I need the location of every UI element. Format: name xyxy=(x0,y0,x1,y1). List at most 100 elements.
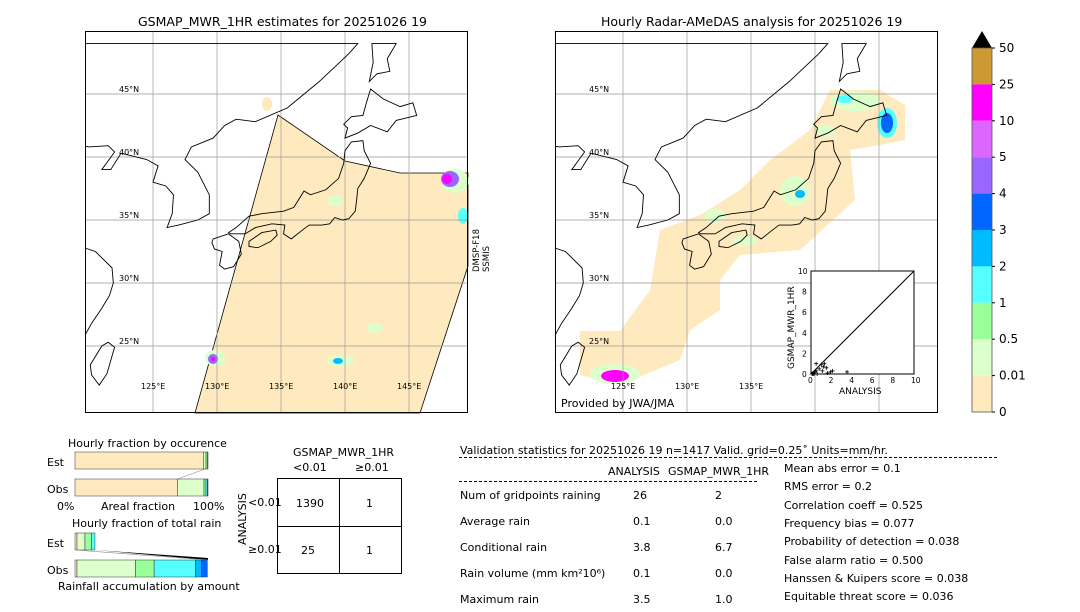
score-line: RMS error = 0.2 xyxy=(784,480,872,494)
colorbar-segment xyxy=(972,375,992,412)
col-header-lt: <0.01 xyxy=(293,461,327,474)
occurrence-obs-segment xyxy=(74,478,178,497)
rain-area xyxy=(333,358,343,364)
occurrence-obs-segment xyxy=(207,478,209,497)
colorbar-label: 10 xyxy=(999,114,1014,128)
lon-label: 125°E xyxy=(141,382,165,391)
lat-label: 25°N xyxy=(119,337,139,346)
lat-label: 35°N xyxy=(589,211,609,220)
rain-est-label: Est xyxy=(47,537,64,550)
score-line: Equitable threat score = 0.036 xyxy=(784,590,954,604)
occurrence-est-segment xyxy=(207,451,209,470)
colorbar-label: 5 xyxy=(999,150,1007,164)
rainfrac-title: Hourly fraction of total rain xyxy=(72,517,222,530)
score-line: Mean abs error = 0.1 xyxy=(784,462,901,475)
lat-label: 25°N xyxy=(589,337,609,346)
stats-row-label: Average rain xyxy=(460,515,530,528)
coastline-china xyxy=(555,247,584,337)
sensor-name: SSMIS xyxy=(482,245,492,272)
data-credit: Provided by JWA/JMA xyxy=(561,397,675,410)
data-point xyxy=(817,366,822,371)
rain-area xyxy=(458,208,468,224)
colorbar-label: 0 xyxy=(999,405,1007,419)
lon-label: 130°E xyxy=(205,382,229,391)
coastline-taiwan xyxy=(559,341,586,386)
colorbar-segment xyxy=(972,193,992,230)
x-axis-label: ANALYSIS xyxy=(839,387,882,397)
occ-tick-100: 100% xyxy=(193,500,225,513)
rainfrac-est-segment xyxy=(74,532,78,551)
stats-col-gsmap: GSMAP_MWR_1HR xyxy=(668,465,770,478)
rainfrac-obs-segment xyxy=(195,559,202,578)
data-point xyxy=(822,361,827,366)
cell-ge-ge: 1 xyxy=(366,544,373,557)
satellite-label: DMSP-F18 SSMIS xyxy=(472,229,492,272)
colorbar-segment xyxy=(972,266,992,303)
colorbar-segment xyxy=(972,48,992,85)
rain-area xyxy=(780,176,810,206)
connector xyxy=(94,550,208,560)
stats-row-label: Conditional rain xyxy=(460,541,548,554)
coastline-kyushu xyxy=(681,233,712,270)
colorbar-extend-arrow xyxy=(972,31,992,48)
right-map-title: Hourly Radar-AMeDAS analysis for 2025102… xyxy=(601,14,903,29)
data-point xyxy=(821,364,826,369)
stats-row-label: Rain volume (mm km²10⁶) xyxy=(460,567,606,580)
coastline-hokkaido xyxy=(343,88,418,139)
coastline-korea xyxy=(85,43,359,229)
rain-area xyxy=(815,125,835,137)
x-tick-label: 0 xyxy=(808,376,813,385)
occurrence-est-segment xyxy=(74,451,204,470)
score-line: False alarm ratio = 0.500 xyxy=(784,553,924,567)
rain-area xyxy=(367,323,383,333)
stats-row-label: Maximum rain xyxy=(460,593,539,606)
map-frame xyxy=(555,31,938,413)
lat-label: 35°N xyxy=(119,211,139,220)
colorbar-segment xyxy=(972,230,992,267)
coastline-china xyxy=(85,247,114,337)
y-tick-label: 0 xyxy=(802,370,807,379)
rainfrac-obs-segment xyxy=(153,559,196,578)
lon-label: 135°E xyxy=(739,382,763,391)
stats-gsmap-value: 2 xyxy=(715,489,722,502)
colorbar-segment xyxy=(972,339,992,376)
data-point xyxy=(815,372,820,376)
rain-area xyxy=(327,196,343,206)
col-header-ge: ≥0.01 xyxy=(355,461,389,474)
occ-tick-0: 0% xyxy=(57,500,75,513)
data-point xyxy=(811,372,816,376)
scatter-plot: 00 2 2 4 4 6 6 8 8 10 10 ANALYSIS GSMAP_MWR_1HR xyxy=(787,267,921,397)
colorbar-segment xyxy=(972,84,992,121)
occurrence-obs-segment xyxy=(177,478,205,497)
row-header-ge: ≥0.01 xyxy=(248,543,282,556)
rainfrac-obs-segment xyxy=(74,559,78,578)
cell-ge-lt: 25 xyxy=(301,544,315,557)
lat-label: 30°N xyxy=(119,274,139,283)
rain-area xyxy=(705,209,725,223)
rain-area xyxy=(837,95,853,103)
coastline-hokkaido xyxy=(813,88,888,139)
stats-analysis-value: 3.5 xyxy=(633,593,651,606)
x-tick-label: 10 xyxy=(911,376,921,385)
stats-gsmap-value: 1.0 xyxy=(715,593,733,606)
data-point xyxy=(845,369,850,374)
colorbar: 50 25 10 5 4 3 2 1 0.5 0.01 0 xyxy=(971,31,1025,419)
data-point xyxy=(825,370,830,375)
lat-label: 40°N xyxy=(589,148,609,157)
stats-gsmap-value: 6.7 xyxy=(715,541,733,554)
stats-analysis-value: 3.8 xyxy=(633,541,651,554)
connector xyxy=(74,549,209,561)
coastline-shikoku xyxy=(248,229,278,249)
cell-hits-lt-lt: 1390 xyxy=(296,497,324,510)
left-map-title: GSMAP_MWR_1HR estimates for 20251026 19 xyxy=(138,14,427,29)
colorbar-label: 3 xyxy=(999,223,1007,237)
lat-label: 45°N xyxy=(119,85,139,94)
y-tick-label: 10 xyxy=(798,267,808,276)
x-tick-label: 2 xyxy=(829,376,834,385)
y-tick-label: 4 xyxy=(802,329,807,338)
rain-obs-label: Obs xyxy=(47,564,69,577)
data-point xyxy=(819,362,824,367)
fraction-bars xyxy=(74,451,209,578)
left-map: 45°N 40°N 35°N 30°N 25°N 125°E 130°E 135°E 140°E… xyxy=(85,31,469,414)
